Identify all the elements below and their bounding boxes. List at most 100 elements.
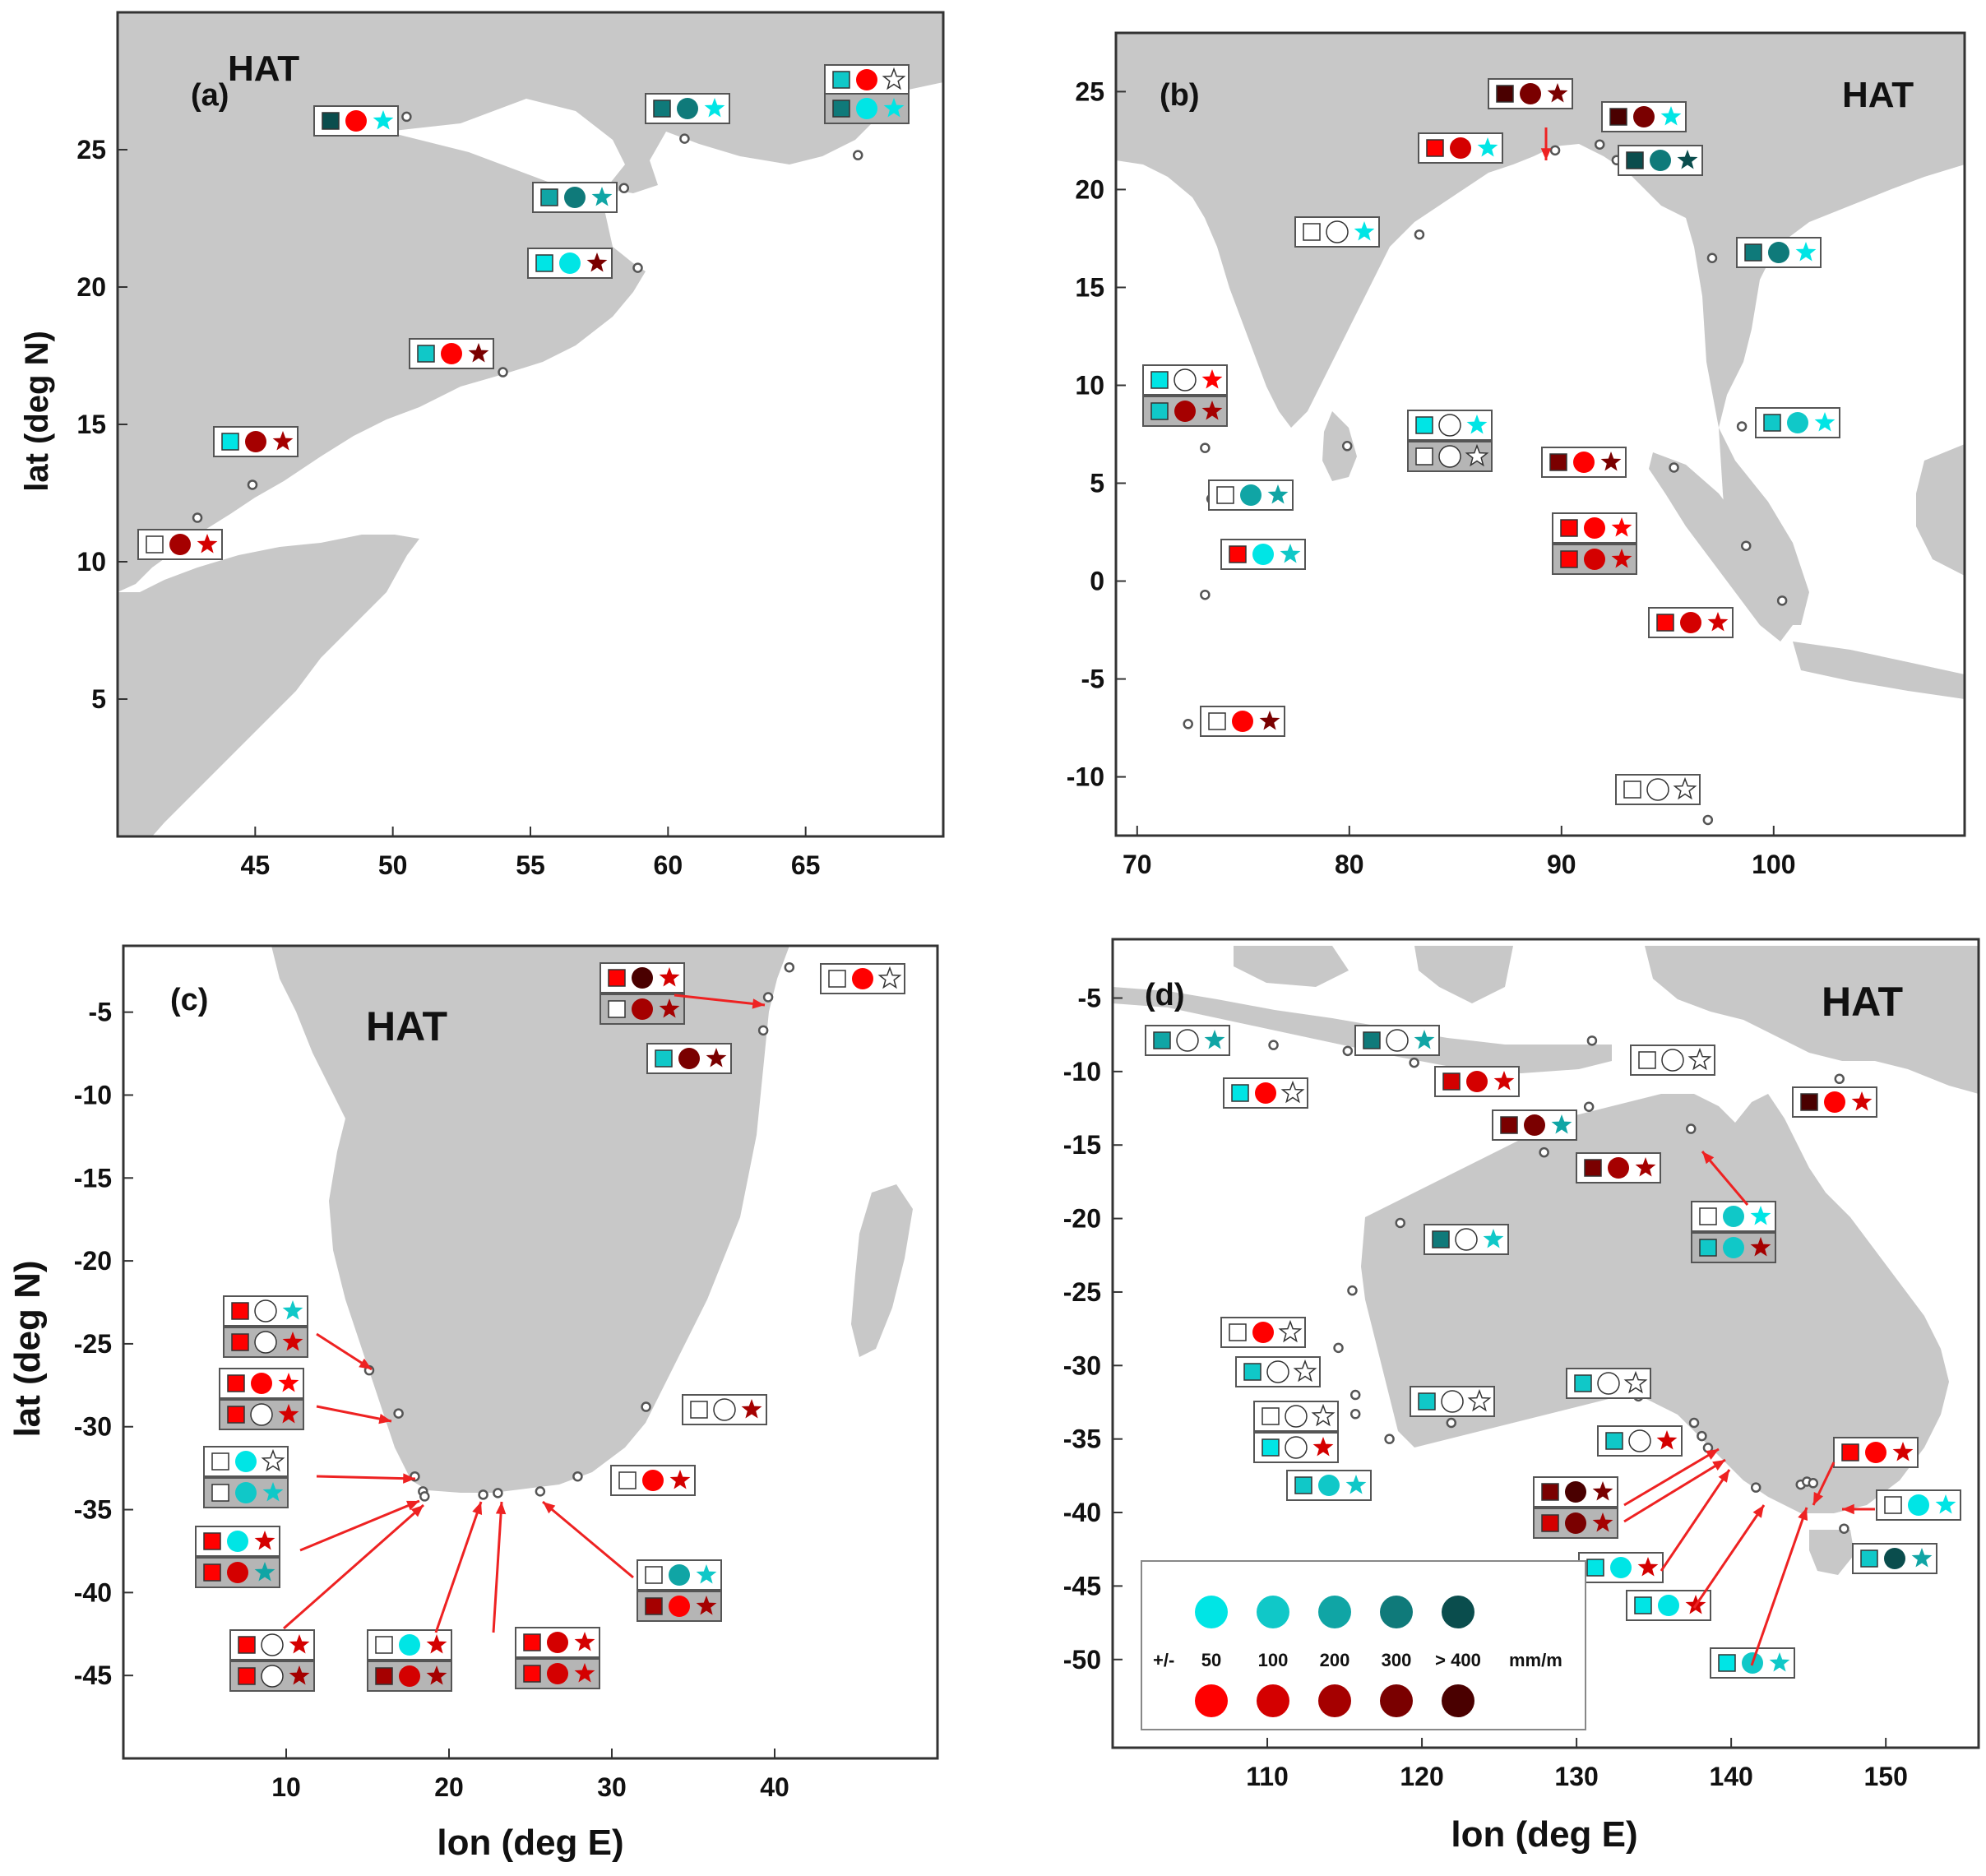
star-symbol [289,1634,310,1654]
star-symbol [278,1404,299,1424]
circle-symbol [677,98,698,119]
circle-symbol [1768,242,1789,263]
star-symbol [1707,612,1729,632]
legend-red-circle [1442,1684,1474,1717]
square-symbol [608,969,626,987]
star-symbol [1600,452,1622,471]
station-symbol-box [313,105,399,137]
java-land [1793,642,1965,699]
circle-symbol [713,1398,736,1421]
square-symbol [1638,1051,1656,1069]
square-symbol [1718,1654,1736,1672]
square-symbol [1363,1031,1381,1049]
station-symbol-box [1253,1432,1339,1463]
square-symbol [417,345,435,363]
star-symbol [468,343,489,363]
pointer-arrow [283,1503,424,1630]
tide-gauge-station [1347,1285,1358,1296]
panel-b-xtick-label: 80 [1335,850,1364,879]
circle-symbol [1438,445,1461,468]
station-symbol-box [223,1327,308,1358]
new-guinea-land [1645,946,1979,1094]
panel-c-ytick-label: -10 [74,1080,112,1109]
square-symbol [1699,1207,1717,1225]
square-symbol [227,1374,245,1392]
square-symbol [1634,1596,1652,1614]
circle-symbol [1884,1548,1905,1569]
arrow-head [495,1502,507,1515]
star-symbol [1687,1047,1712,1071]
panel-d-ytick-label: -30 [1063,1350,1101,1380]
circle-symbol [1441,1390,1464,1413]
panel-d-ticks: 110 120 130 140 150 -5 -10 -15 -20 -25 -30 -35 -40 -4… [1063,983,1908,1791]
square-symbol [690,1401,708,1419]
square-symbol [1626,151,1644,169]
legend-red-circle [1257,1684,1289,1717]
tide-gauge-station [401,111,412,123]
star-symbol [1312,1437,1334,1457]
tide-gauge-station [535,1486,546,1497]
tide-gauge-station [1342,1045,1354,1057]
legend-cyan-circle [1442,1596,1474,1628]
panel-d-ytick-label: -20 [1063,1204,1101,1234]
panel-a-xtick-label: 55 [516,850,545,880]
circle-symbol [245,431,266,452]
square-symbol [1560,519,1578,537]
pointer-arrow [434,1501,483,1633]
tide-gauge-station [618,183,630,194]
legend-cyan-circle [1318,1596,1351,1628]
square-symbol [1294,1476,1312,1494]
circle-symbol [227,1562,248,1583]
tide-gauge-station [1839,1523,1849,1534]
tide-gauge-station [393,1408,404,1419]
star-symbol [1623,1370,1648,1394]
circle-symbol [1565,1481,1586,1503]
panel-d-ytick-label: -25 [1063,1277,1101,1307]
panel-c-ticks: 10 20 30 40 -5 -10 -15 -20 -25 -30 -35 -40 -45 [74,998,789,1802]
square-symbol [1229,545,1247,563]
station-symbol-box [1407,441,1493,472]
circle-symbol [1240,484,1262,506]
circle-symbol [669,1596,690,1617]
star-symbol [1493,1071,1515,1091]
circle-symbol [261,1665,284,1688]
panel-a-ytick-label: 5 [91,684,106,714]
circle-symbol [564,187,586,208]
tide-gauge-station [1736,421,1748,432]
station-symbol-box [1876,1489,1961,1521]
circle-symbol [856,98,877,119]
station-symbol-box [229,1661,315,1692]
square-symbol [1418,1392,1436,1410]
square-symbol [1426,139,1444,157]
legend-prefix: +/- [1153,1650,1174,1670]
pointer-arrow [1623,1448,1720,1507]
panel-d-label: (d) [1145,978,1185,1012]
panel-c-title: HAT [366,1003,447,1049]
star-symbol [1592,1512,1613,1532]
station-symbol-box [1736,237,1822,268]
panel-d-xtick-label: 130 [1554,1762,1598,1791]
station-symbol-box [1434,1066,1520,1097]
star-symbol [1637,1557,1659,1577]
square-symbol [1623,781,1641,799]
star-symbol [586,252,608,272]
star-symbol [1851,1091,1873,1111]
circle-symbol [251,1373,272,1394]
station-symbol-box [1142,364,1228,396]
panel-b-xtick-label: 70 [1123,850,1152,879]
star-symbol [197,534,218,554]
star-symbol [1483,1229,1504,1248]
circle-symbol [1908,1494,1929,1516]
star-symbol [1656,1430,1678,1450]
panel-b-ytick-label: 25 [1075,76,1104,106]
station-symbol-box [1235,1356,1321,1387]
station-symbol-box [1142,396,1228,427]
tide-gauge-station [762,992,774,1003]
horn-of-africa-land [118,535,419,836]
circle-symbol [169,534,191,555]
star-symbol [1293,1359,1317,1383]
panel-c-xtick-label: 40 [760,1772,789,1802]
station-symbol-box [409,338,494,369]
square-symbol [653,100,671,118]
panel-c-xtick-label: 30 [597,1772,627,1802]
